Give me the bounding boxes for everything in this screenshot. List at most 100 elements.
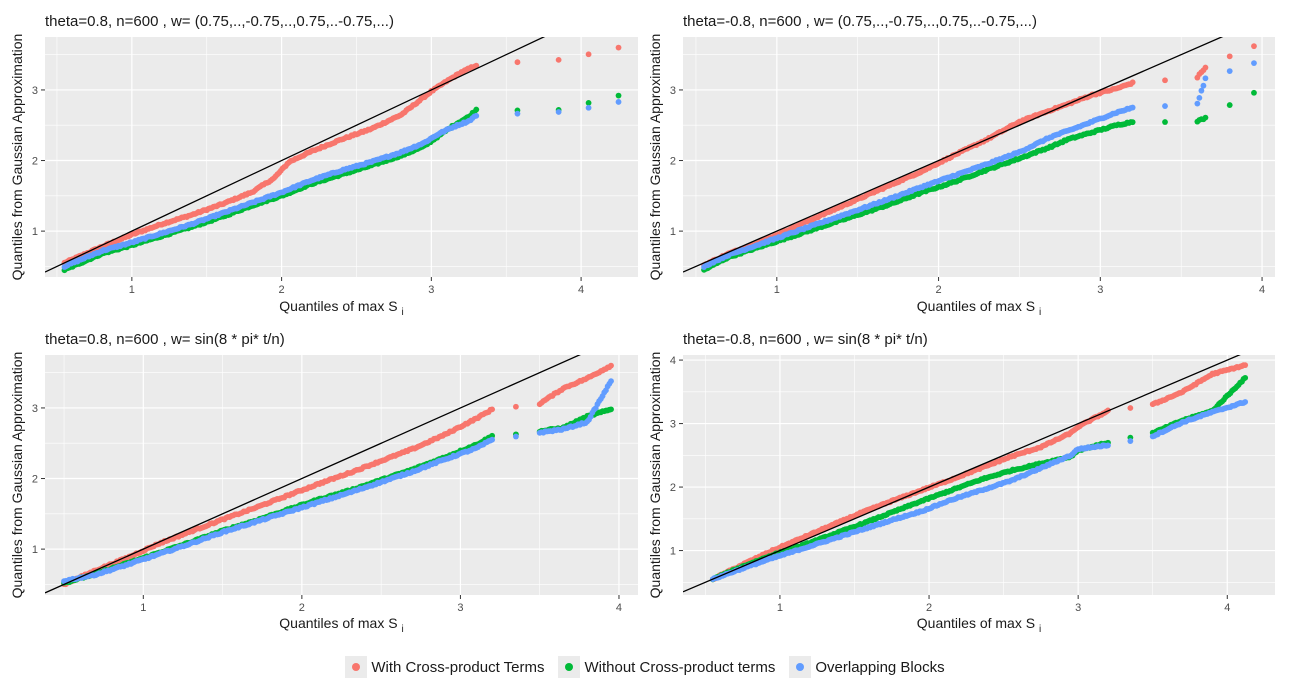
x-tick-label: 3 (1075, 602, 1081, 614)
data-point (555, 109, 562, 115)
legend-label: With Cross-product Terms (371, 658, 545, 676)
data-point (489, 436, 496, 443)
chart-panel-1: theta=0.8, n=600 , w= (0.75,..,-0.75,..,… (9, 13, 638, 318)
x-axis-label-subscript: i (401, 624, 403, 635)
data-point (1251, 43, 1257, 50)
chart-title: theta=-0.8, n=600 , w= (0.75,..,-0.75,..… (683, 13, 1037, 30)
data-point (585, 51, 592, 58)
chart-title: theta=-0.8, n=600 , w= sin(8 * pi* t/n) (683, 331, 928, 348)
data-point (1226, 53, 1233, 60)
data-point (513, 403, 519, 410)
data-point (1242, 374, 1249, 381)
data-point (1129, 104, 1136, 111)
y-axis-label: Quantiles from Gaussian Approximation (647, 352, 663, 599)
data-point (1129, 119, 1136, 126)
x-axis-label: Quantiles of max S i (917, 298, 1041, 318)
data-point (608, 406, 614, 413)
data-point (489, 406, 496, 413)
legend-key (789, 656, 812, 678)
data-point (514, 59, 521, 66)
data-point (1226, 102, 1233, 108)
chart-panel-3: theta=0.8, n=600 , w= sin(8 * pi* t/n) 1 2… (9, 331, 638, 635)
y-tick-label: 2 (670, 156, 676, 168)
y-tick-label: 1 (670, 226, 676, 238)
data-point (1242, 399, 1249, 405)
y-axis-label: Quantiles from Gaussian Approximation (9, 34, 25, 281)
y-tick-label: 1 (32, 544, 38, 556)
legend-item-with-cross-product: With Cross-product Terms (345, 656, 544, 678)
data-layer (45, 355, 614, 594)
x-tick-label: 2 (299, 602, 305, 614)
data-point (615, 99, 622, 105)
x-tick-label: 3 (457, 602, 463, 614)
x-axis-label-subscript: i (401, 307, 403, 318)
data-point (585, 104, 592, 111)
x-tick-label: 3 (428, 284, 434, 296)
x-tick-label: 2 (936, 284, 942, 296)
x-axis-label-main: Quantiles of max S (279, 615, 401, 631)
data-point (1162, 119, 1168, 125)
data-point (1196, 94, 1203, 101)
data-layer (683, 355, 1249, 593)
x-tick-label: 4 (616, 602, 622, 614)
data-point (1226, 68, 1233, 74)
x-axis-label-main: Quantiles of max S (279, 298, 401, 314)
data-point (1242, 362, 1249, 369)
data-point (1105, 442, 1111, 449)
data-layer (45, 37, 622, 274)
y-tick-label: 1 (32, 226, 38, 238)
legend-swatch-green (565, 663, 574, 671)
chart-title: theta=0.8, n=600 , w= (0.75,..,-0.75,..,… (45, 13, 394, 30)
data-point (608, 362, 614, 369)
data-point (1202, 114, 1209, 121)
x-tick-label: 2 (279, 284, 285, 296)
x-axis-label: Quantiles of max S i (917, 615, 1041, 635)
x-tick-label: 2 (926, 602, 932, 614)
y-tick-label: 3 (32, 85, 38, 97)
data-point (615, 92, 622, 99)
data-point (608, 378, 614, 385)
x-axis-label-main: Quantiles of max S (917, 298, 1039, 314)
chart-panel-4: theta=-0.8, n=600 , w= sin(8 * pi* t/n) 1… (647, 331, 1275, 635)
data-point (1127, 438, 1134, 444)
data-point (473, 106, 480, 113)
data-point (1162, 77, 1168, 84)
data-point (1194, 100, 1201, 107)
data-point (1127, 405, 1134, 411)
data-point (473, 112, 480, 119)
chart-title: theta=0.8, n=600 , w= sin(8 * pi* t/n) (45, 331, 285, 348)
y-tick-label: 1 (670, 546, 676, 558)
reference-line (45, 37, 546, 273)
data-point (1200, 82, 1207, 89)
x-tick-label: 4 (1224, 602, 1230, 614)
legend-swatch-red (352, 663, 361, 671)
y-tick-label: 2 (32, 474, 38, 486)
reference-line (45, 355, 581, 594)
data-layer (683, 37, 1257, 273)
data-point (1129, 79, 1136, 86)
legend-swatch-blue (796, 663, 805, 671)
y-tick-label: 3 (670, 419, 676, 431)
y-tick-label: 4 (670, 355, 676, 367)
x-axis-label-main: Quantiles of max S (917, 615, 1039, 631)
figure-canvas: theta=0.8, n=600 , w= (0.75,..,-0.75,..,… (9, 13, 1275, 635)
y-axis-label: Quantiles from Gaussian Approximation (647, 34, 663, 281)
legend-item-without-cross-product: Without Cross-product terms (558, 656, 775, 678)
x-axis-label-subscript: i (1039, 624, 1041, 635)
y-tick-label: 3 (670, 85, 676, 97)
y-tick-label: 3 (32, 403, 38, 415)
data-point (513, 433, 519, 440)
y-axis-label: Quantiles from Gaussian Approximation (9, 352, 25, 599)
data-point (555, 56, 562, 63)
x-tick-label: 3 (1097, 284, 1103, 296)
x-axis-label-subscript: i (1039, 307, 1041, 318)
y-tick-label: 2 (32, 156, 38, 168)
x-tick-label: 4 (578, 284, 584, 296)
reference-line (683, 355, 1241, 593)
legend-key (345, 656, 368, 678)
y-tick-label: 2 (670, 482, 676, 494)
x-axis-label: Quantiles of max S i (279, 298, 403, 318)
data-point (1202, 75, 1209, 82)
data-point (514, 110, 521, 117)
x-tick-label: 1 (140, 602, 146, 614)
